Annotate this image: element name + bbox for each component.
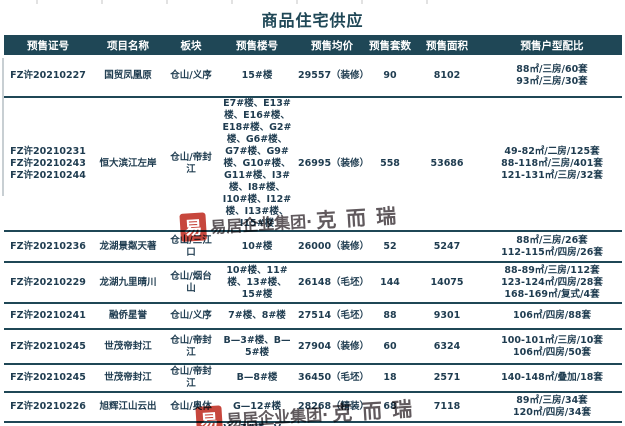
cell-district: 仓山/帝封江 <box>164 329 218 365</box>
cell-unit-mix: 88㎡/三房/26套 112-115㎡/四房/26套 <box>482 231 622 263</box>
cell-area: 53686 <box>412 97 482 232</box>
cell-area: 6324 <box>412 329 482 365</box>
cell-project-name: 旭辉江山云出 <box>92 392 164 423</box>
cell-unit-count: 68 <box>368 392 412 423</box>
cell-avg-price: 31294（毛坯） <box>296 422 368 426</box>
cell-avg-price: 36450（毛坯） <box>296 364 368 393</box>
col-header-unit-mix: 预售户型配比 <box>482 35 622 55</box>
cell-district: 仓山/烟台山 <box>164 262 218 304</box>
cell-area: 8102 <box>412 55 482 98</box>
cell-avg-price: 26995（装修） <box>296 97 368 232</box>
col-header-unit-count: 预售套数 <box>368 35 412 55</box>
page-title: 商品住宅供应 <box>261 11 364 30</box>
col-header-project-name: 项目名称 <box>92 35 164 55</box>
cell-unit-mix: 88-89㎡/三房/112套 123-124㎡/四房/28套 168-169㎡/… <box>482 262 622 304</box>
cell-unit-count: 60 <box>368 329 412 365</box>
cell-project-name: 恒大滨江左岸 <box>92 97 164 232</box>
cell-district: 仓山/奥体 <box>164 422 218 426</box>
table-row: FZ许20210245 世茂帝封江 仓山/帝封江 B—3#楼、B—5#楼 279… <box>4 329 622 365</box>
cell-building-no: 10#楼、11#楼、13#楼、15#楼 <box>218 262 296 304</box>
cell-unit-mix: 49-82㎡/二房/125套 88-118㎡/三房/401套 121-131㎡/… <box>482 97 622 232</box>
cell-building-no: G—12#楼 <box>218 392 296 423</box>
cell-avg-price: 27904（装修） <box>296 329 368 365</box>
cell-unit-count: 18 <box>368 364 412 393</box>
cell-area: 14075 <box>412 262 482 304</box>
cell-district: 仓山/奥体 <box>164 392 218 423</box>
cell-unit-count: 52 <box>368 231 412 263</box>
col-header-district: 板块 <box>164 35 218 55</box>
cell-unit-count: 90 <box>368 422 412 426</box>
cell-project-name: 国贸凤凰原 <box>92 55 164 98</box>
cell-district: 仓山/帝封江 <box>164 364 218 393</box>
table-row: FZ许20210231 FZ许20210243 FZ许20210244 恒大滨江… <box>4 97 622 232</box>
cell-building-no: B—8#楼 <box>218 364 296 393</box>
cell-project-name: 旭辉江山云出 <box>92 422 164 426</box>
cell-project-name: 龙湖九里晴川 <box>92 262 164 304</box>
table-row: FZ许20210241 融侨星誉 仓山/义序 7#楼、8#楼 27514（毛坯）… <box>4 303 622 330</box>
cell-building-no: 7#楼、8#楼 <box>218 303 296 330</box>
cell-unit-count: 90 <box>368 55 412 98</box>
cell-project-name: 龙湖景粼天著 <box>92 231 164 263</box>
cell-building-no: B—3#楼、B—5#楼 <box>218 329 296 365</box>
cell-unit-count: 144 <box>368 262 412 304</box>
cell-district: 仓山/义序 <box>164 303 218 330</box>
left-edge-artifact-line <box>2 58 4 196</box>
cell-district: 仓山/义序 <box>164 55 218 98</box>
table-row: FZ许20210229 龙湖九里晴川 仓山/烟台山 10#楼、11#楼、13#楼… <box>4 262 622 304</box>
cell-project-name: 世茂帝封江 <box>92 364 164 393</box>
col-header-presale-permit: 预售证号 <box>4 35 92 55</box>
col-header-building-no: 预售楼号 <box>218 35 296 55</box>
cell-unit-mix: 106㎡/四房/88套 <box>482 303 622 330</box>
cell-unit-count: 88 <box>368 303 412 330</box>
table-row: FZ许20210236 龙湖景粼天著 仓山/三江口 10#楼 26000（装修）… <box>4 231 622 263</box>
cell-presale-permit: FZ许20210229 <box>4 262 92 304</box>
cell-area: 2571 <box>412 364 482 393</box>
housing-supply-table: 预售证号 项目名称 板块 预售楼号 预售均价 预售套数 预售面积 预售户型配比 … <box>4 35 622 426</box>
cell-unit-mix: 140-148㎡/叠加/18套 <box>482 364 622 393</box>
cell-presale-permit: FZ许20210241 <box>4 303 92 330</box>
cell-avg-price: 26000（装修） <box>296 231 368 263</box>
cell-presale-permit: FZ许20210245 <box>4 329 92 365</box>
cell-presale-permit: FZ许20210245 <box>4 364 92 393</box>
cell-building-no: E7#楼、E13#楼、E16#楼、E18#楼、G2#楼、G6#楼、G7#楼、G9… <box>218 97 296 232</box>
cell-avg-price: 27514（毛坯） <box>296 303 368 330</box>
table-header-row: 预售证号 项目名称 板块 预售楼号 预售均价 预售套数 预售面积 预售户型配比 <box>4 35 622 55</box>
cell-presale-permit: FZ许20210226 <box>4 422 92 426</box>
cell-building-no: 10#楼 <box>218 231 296 263</box>
cell-presale-permit: FZ许20210227 <box>4 55 92 98</box>
cell-district: 仓山/三江口 <box>164 231 218 263</box>
cell-area: 9301 <box>412 303 482 330</box>
table-row: FZ许20210226 旭辉江山云出 仓山/奥体 G—12#楼 28268（精装… <box>4 392 622 423</box>
cell-unit-count: 558 <box>368 97 412 232</box>
cell-area: 7118 <box>412 392 482 423</box>
table-row: FZ许20210226 旭辉江山云出 仓山/奥体 V—7#楼、V—8#楼、V—1… <box>4 422 622 426</box>
cell-unit-mix: 89㎡/三房/34套 120㎡/四房/34套 <box>482 392 622 423</box>
cell-area: 5247 <box>412 231 482 263</box>
cell-project-name: 融侨星誉 <box>92 303 164 330</box>
cell-unit-mix: 138-155㎡/叠加/90套 <box>482 422 622 426</box>
cell-unit-mix: 88㎡/三房/60套 93㎡/三房/30套 <box>482 55 622 98</box>
cell-presale-permit: FZ许20210231 FZ许20210243 FZ许20210244 <box>4 97 92 232</box>
cell-presale-permit: FZ许20210236 <box>4 231 92 263</box>
cell-project-name: 世茂帝封江 <box>92 329 164 365</box>
cell-area: 13054 <box>412 422 482 426</box>
col-header-area: 预售面积 <box>412 35 482 55</box>
cell-building-no: 15#楼 <box>218 55 296 98</box>
table-row: FZ许20210227 国贸凤凰原 仓山/义序 15#楼 29557（装修） 9… <box>4 55 622 98</box>
cell-avg-price: 26148（毛坯） <box>296 262 368 304</box>
table-row: FZ许20210245 世茂帝封江 仓山/帝封江 B—8#楼 36450（毛坯）… <box>4 364 622 393</box>
cell-presale-permit: FZ许20210226 <box>4 392 92 423</box>
top-ruler-ticks <box>36 0 466 4</box>
col-header-avg-price: 预售均价 <box>296 35 368 55</box>
cell-unit-mix: 100-101㎡/三房/10套 106㎡/四房/50套 <box>482 329 622 365</box>
cell-building-no: V—7#楼、V—8#楼、V—17#楼、V—18#楼、V—19#楼 <box>218 422 296 426</box>
cell-district: 仓山/帝封江 <box>164 97 218 232</box>
cell-avg-price: 29557（装修） <box>296 55 368 98</box>
cell-avg-price: 28268（精装） <box>296 392 368 423</box>
